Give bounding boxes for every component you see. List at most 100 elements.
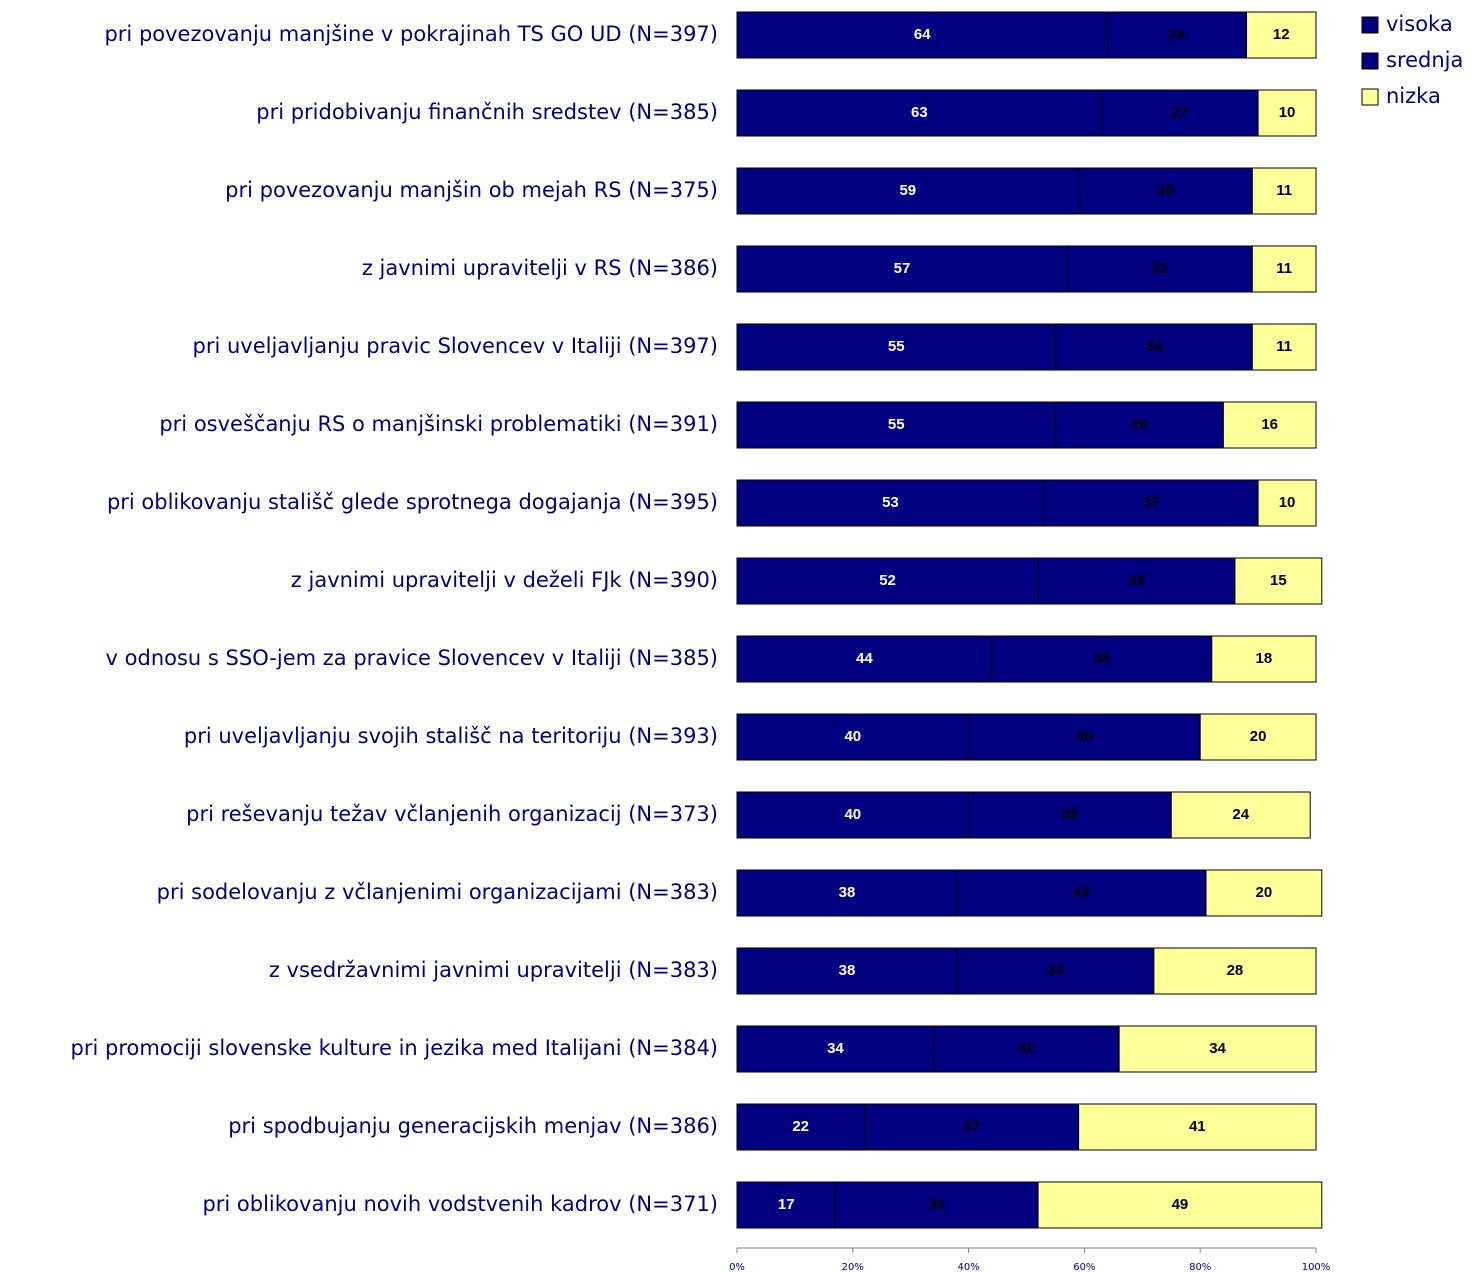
bar-segment [736,401,1056,449]
legend-label: visoka [1386,12,1453,36]
value-label: 20 [1250,728,1267,745]
value-label: 32 [1018,1040,1035,1057]
bar-segment [1054,401,1224,449]
category-label: z vsedržavnimi javnimi upravitelji (N=38… [269,958,718,982]
value-label: 28 [1227,962,1244,979]
value-label: 41 [1189,1118,1206,1135]
value-label: 29 [1131,416,1148,433]
value-label: 53 [882,494,899,511]
legend-label: nizka [1386,84,1441,108]
category-label: pri reševanju težav včlanjenih organizac… [186,802,718,826]
bar-segment [956,869,1207,917]
bar-segment [736,869,958,917]
value-label: 43 [1073,884,1090,901]
value-label: 63 [911,104,928,121]
value-label: 52 [879,572,896,589]
bar-segment [736,635,993,683]
value-label: 15 [1270,572,1287,589]
value-label: 12 [1273,26,1290,43]
value-label: 17 [778,1196,795,1213]
value-label: 11 [1276,338,1292,355]
bar-segment [1257,479,1317,527]
bar-segment [1043,479,1259,527]
category-label: pri osveščanju RS o manjšinski problemat… [159,412,718,436]
value-label: 40 [1076,728,1093,745]
bar-segment [736,245,1068,293]
value-label: 38 [1093,650,1110,667]
category-label: pri povezovanju manjšin ob mejah RS (N=3… [225,178,718,202]
value-label: 32 [1151,260,1168,277]
bar-segment [1234,557,1323,605]
legend-swatch [1361,16,1379,34]
value-label: 34 [1128,572,1145,589]
x-tick-label: 60% [1073,1262,1095,1272]
bar-segment [736,1103,865,1151]
x-tick-label: 0% [729,1262,745,1272]
bar-segment [1153,947,1317,995]
value-label: 30 [1157,182,1174,199]
x-tick-label: 100% [1302,1262,1331,1272]
category-label: pri oblikovanju stališč glede sprotnega … [107,490,718,514]
category-label: pri povezovanju manjšine v pokrajinah TS… [104,22,718,46]
bar-segment [1037,557,1236,605]
bar-segment [1078,167,1253,215]
value-label: 35 [1062,806,1079,823]
bar-segment [1054,323,1253,371]
category-label: pri spodbujanju generacijskih menjav (N=… [228,1114,718,1138]
value-label: 10 [1279,494,1296,511]
value-label: 27 [1172,104,1189,121]
value-label: 20 [1256,884,1273,901]
category-label: pri uveljavljanju pravic Slovencev v Ita… [192,334,718,358]
bar-segment [736,167,1080,215]
bar-segment [1246,11,1317,59]
bar-segment [1251,245,1317,293]
value-label: 16 [1261,416,1278,433]
bar-segment [736,791,970,839]
bar-segment [1257,89,1317,137]
value-label: 18 [1256,650,1273,667]
value-label: 24 [1169,26,1186,43]
bar-segment [1118,1025,1317,1073]
bar-segment [1101,89,1259,137]
bar-segment [736,1181,836,1229]
bar-segment [1251,167,1317,215]
value-label: 37 [963,1118,980,1135]
bar-segment [736,713,970,761]
bar-segment [1170,791,1311,839]
x-tick-label: 20% [842,1262,864,1272]
value-label: 55 [888,416,905,433]
category-label: z javnimi upravitelji v RS (N=386) [362,256,718,280]
value-label: 11 [1276,260,1292,277]
value-label: 40 [844,806,861,823]
x-tick-label: 40% [957,1262,979,1272]
value-label: 57 [894,260,911,277]
bar-segment [736,89,1103,137]
bar-segment [834,1181,1039,1229]
bar-segment [736,557,1039,605]
bar-segment [968,713,1201,761]
value-label: 38 [839,884,856,901]
bar-segment [1037,1181,1323,1229]
category-label: z javnimi upravitelji v deželi FJk (N=39… [291,568,718,592]
bar-segment [933,1025,1120,1073]
bar-segment [1205,869,1323,917]
bar-segment [736,11,1109,59]
value-label: 34 [1209,1040,1226,1057]
value-label: 40 [844,728,861,745]
bar-segment [1251,323,1317,371]
category-label: pri pridobivanju finančnih sredstev (N=3… [256,100,718,124]
bar-segment [1107,11,1248,59]
value-label: 37 [1143,494,1160,511]
value-label: 55 [888,338,905,355]
legend-swatch [1361,88,1379,106]
value-label: 10 [1279,104,1296,121]
bar-segment [736,479,1045,527]
bar-segment [736,947,958,995]
value-label: 34 [1047,962,1064,979]
value-label: 49 [1172,1196,1189,1213]
bar-segment [1199,713,1317,761]
bar-segment [1222,401,1317,449]
value-label: 22 [792,1118,809,1135]
bar-segment [736,1025,935,1073]
